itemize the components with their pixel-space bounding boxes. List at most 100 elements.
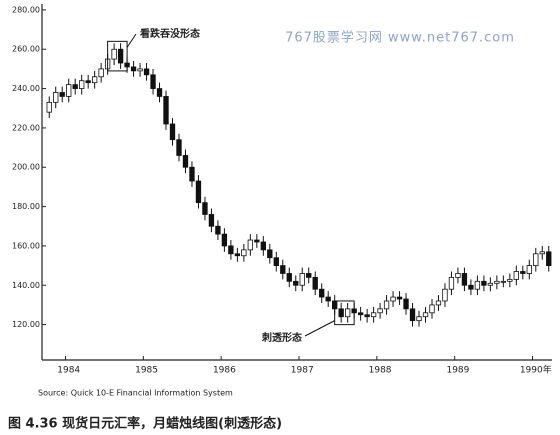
candle-body	[325, 296, 331, 302]
candle-body	[53, 92, 59, 103]
x-tick-label: 1989	[446, 366, 469, 376]
candle-body	[533, 253, 539, 266]
candle-body	[156, 88, 163, 97]
candle-body	[202, 202, 208, 215]
y-tick-label: 160.00	[12, 241, 40, 250]
candle-body	[299, 273, 305, 286]
y-tick-label: 240.00	[12, 84, 40, 93]
caption: 图 4.36 现货日元汇率，月蜡烛线图(刺透形态)	[8, 416, 282, 432]
candle-body	[221, 233, 228, 247]
candle-body	[474, 280, 481, 290]
y-tick-label: 260.00	[12, 45, 40, 54]
x-tick-label: 1985	[135, 366, 158, 376]
candle-body	[338, 308, 344, 318]
pattern-box	[334, 300, 355, 326]
candle-body	[91, 76, 98, 84]
candle-body	[377, 308, 383, 314]
y-tick-label: 180.00	[12, 202, 40, 211]
candle-body	[468, 284, 474, 290]
candle-body	[111, 48, 117, 60]
leader	[126, 33, 137, 48]
candle-body	[72, 84, 78, 89]
candle-body	[169, 123, 176, 141]
annotation: 刺透形态	[261, 331, 302, 344]
candle-body	[500, 280, 507, 283]
candle-body	[409, 308, 416, 322]
candle-body	[494, 280, 500, 284]
x-tick-label: 1986	[213, 366, 236, 376]
candle-body	[280, 265, 286, 274]
candle-body	[487, 282, 494, 286]
candle-body	[176, 139, 182, 156]
candle-body	[312, 276, 318, 290]
candle-body	[396, 296, 403, 300]
candle-body	[520, 271, 526, 274]
candle-body	[416, 316, 422, 322]
annotation: 看跌吞没形态	[140, 27, 200, 40]
candle-body	[546, 251, 552, 266]
candle-body	[267, 249, 273, 259]
pattern-box	[107, 40, 128, 72]
candle-body	[293, 280, 299, 286]
candle-body	[59, 92, 65, 97]
x-tick-label: 1984	[57, 366, 80, 376]
source: Source: Quick 10-E Financial Information…	[38, 389, 233, 398]
candle-body	[254, 239, 260, 243]
watermark: 767股票学习网 www.net767.com	[285, 30, 515, 46]
candle-body	[195, 180, 202, 204]
candle-body	[344, 308, 351, 318]
candle-body	[319, 288, 325, 298]
candle-body	[163, 96, 169, 125]
candle-body	[79, 80, 85, 89]
candle-body	[461, 273, 468, 286]
candle-body	[422, 312, 429, 318]
candle-body	[364, 314, 370, 318]
y-tick-label: 140.00	[12, 281, 40, 290]
candle-body	[455, 273, 461, 278]
candle-body	[66, 84, 72, 97]
candle-body	[137, 68, 143, 72]
candle-body	[273, 257, 279, 266]
candle-body	[130, 66, 137, 72]
candle-body	[357, 312, 364, 316]
y-tick-label: 280.00	[12, 5, 40, 14]
candle-body	[150, 74, 156, 89]
y-tick-label: 220.00	[12, 123, 40, 132]
candle-body	[85, 80, 91, 84]
candle-body	[117, 48, 124, 64]
y-tick-label: 120.00	[12, 320, 40, 329]
leader	[304, 320, 335, 337]
candle-body	[435, 300, 442, 306]
candle-body	[539, 251, 545, 255]
candle-body	[241, 249, 247, 257]
candle-body	[429, 304, 435, 314]
x-tick-label: 1987	[291, 366, 314, 376]
candle-body	[390, 296, 396, 302]
candle-body	[247, 239, 254, 251]
candle-body	[526, 265, 532, 274]
candle-body	[513, 271, 519, 280]
y-tick-label: 200.00	[12, 163, 40, 172]
candle-body	[260, 241, 266, 251]
candle-body	[234, 253, 241, 257]
candle-body	[442, 288, 448, 302]
candle-body	[507, 278, 513, 282]
candle-body	[370, 312, 377, 318]
x-tick-label: 1990年	[520, 364, 552, 376]
candle-body	[228, 245, 234, 255]
candle-body	[215, 225, 221, 235]
candle-body	[306, 273, 312, 278]
candle-body	[383, 300, 390, 310]
candle-body	[286, 273, 292, 282]
candle-body	[143, 68, 150, 76]
candle-body	[208, 214, 215, 227]
candle-body	[189, 166, 195, 182]
x-tick-label: 1988	[369, 366, 392, 376]
candle-body	[448, 276, 455, 290]
candle-body	[481, 280, 487, 286]
candle-body	[46, 101, 52, 113]
candle-body	[98, 68, 104, 78]
candle-body	[182, 155, 189, 168]
candle-body	[403, 298, 409, 310]
